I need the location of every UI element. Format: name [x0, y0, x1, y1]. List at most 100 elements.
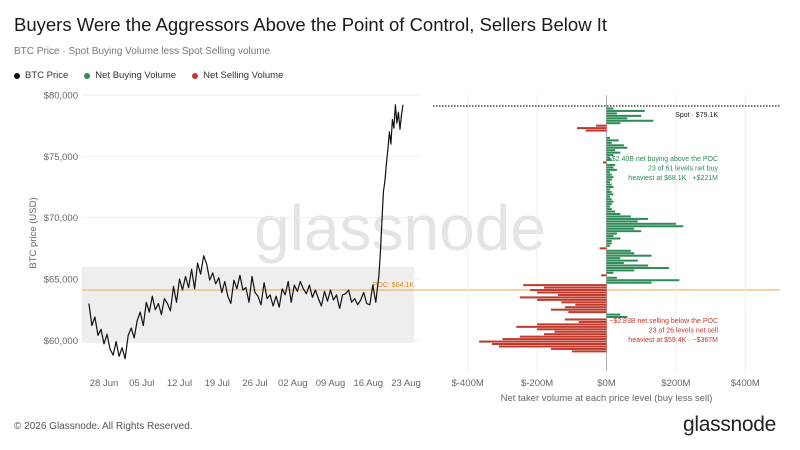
net-selling-bar — [585, 129, 607, 132]
net-selling-bar — [561, 301, 607, 304]
net-selling-bar — [603, 161, 607, 164]
legend-swatch-net-buying — [84, 72, 91, 79]
x-tick-label: 28 Jun — [90, 378, 119, 389]
net-buying-bar — [606, 149, 616, 152]
net-buying-bar — [606, 249, 631, 252]
net-buying-bar — [606, 239, 612, 242]
net-buying-bar — [606, 193, 614, 196]
net-buying-bar — [606, 159, 612, 162]
net-selling-bar — [601, 274, 607, 277]
net-buying-bar — [606, 242, 612, 245]
btc-price-line — [88, 104, 404, 360]
net-buying-bar — [606, 220, 638, 223]
buying-annotation-line: heaviest at $68.1K · +$221M — [628, 175, 718, 182]
net-buying-bar — [606, 281, 652, 284]
net-buying-bar — [606, 109, 645, 112]
selling-annotation-line: heaviest at $59.4K · −$367M — [628, 337, 718, 344]
net-buying-bar — [606, 117, 628, 120]
y-tick-label: $65,000 — [44, 275, 78, 286]
net-selling-bar — [537, 291, 607, 294]
watermark-text: glassnode — [254, 192, 546, 264]
net-buying-bar — [606, 183, 612, 186]
net-selling-bar — [564, 306, 607, 309]
net-buying-bar — [606, 188, 610, 191]
x-tick-label: 23 Aug — [391, 378, 421, 389]
net-buying-bar — [606, 269, 635, 272]
x-tick-label: 26 Jul — [242, 378, 267, 389]
net-buying-bar — [606, 163, 616, 166]
net-selling-bar — [491, 343, 607, 346]
net-selling-bar — [523, 284, 607, 287]
net-buying-bar — [606, 279, 680, 282]
x-tick-label: 05 Jul — [129, 378, 154, 389]
net-buying-bar — [606, 203, 612, 206]
net-selling-bar — [498, 345, 607, 348]
net-buying-bar — [606, 205, 610, 208]
net-buying-bar — [606, 232, 617, 235]
net-buying-bar — [606, 244, 610, 247]
net-buying-bar — [606, 316, 628, 319]
net-buying-bar — [606, 185, 614, 189]
net-buying-bar — [606, 176, 614, 179]
net-buying-bar — [606, 235, 614, 238]
net-selling-bar — [550, 347, 607, 350]
net-selling-bar — [544, 333, 607, 336]
legend-swatch-net-selling — [192, 72, 199, 79]
x-tick-label: 16 Aug — [353, 378, 383, 389]
net-selling-bar — [578, 320, 607, 323]
x-tick-label: $0M — [597, 378, 616, 389]
net-buying-bar — [606, 276, 617, 279]
net-buying-bar — [606, 212, 621, 215]
x-tick-label: $400M — [731, 378, 760, 389]
net-buying-bar — [606, 144, 624, 147]
net-buying-bar — [606, 222, 676, 225]
legend: BTC Price Net Buying Volume Net Selling … — [14, 70, 283, 81]
buying-annotation-line: +$2.40B net buying above the POC — [608, 156, 718, 163]
legend-item-net-selling[interactable]: Net Selling Volume — [192, 70, 283, 81]
y-tick-label: $75,000 — [44, 152, 78, 163]
poc-label: POC: $64.1K — [373, 282, 415, 289]
selling-annotation-line: −$2.83B net selling below the POC — [609, 318, 718, 325]
legend-label-btc-price: BTC Price — [25, 70, 69, 81]
net-selling-bar — [599, 247, 607, 250]
net-selling-bar — [519, 296, 607, 299]
legend-item-btc-price[interactable]: BTC Price — [14, 70, 68, 81]
net-buying-bar — [606, 107, 614, 110]
legend-item-net-buying[interactable]: Net Buying Volume — [84, 70, 176, 81]
net-selling-bar — [564, 318, 607, 321]
x-tick-label: 12 Jul — [167, 378, 192, 389]
net-buying-bar — [606, 195, 610, 198]
net-selling-bar — [577, 127, 607, 130]
net-selling-bar — [516, 325, 607, 328]
net-buying-bar — [606, 262, 624, 265]
copyright-footer: © 2026 Glassnode. All Rights Reserved. — [14, 421, 193, 432]
brand-logo-text: glassnode — [683, 413, 777, 436]
net-selling-bar — [537, 323, 607, 326]
x-tick-label: 02 Aug — [278, 378, 308, 389]
x-tick-label: $200M — [661, 378, 690, 389]
net-buying-bar — [606, 146, 628, 149]
net-selling-bar — [575, 303, 607, 306]
net-selling-bar — [502, 338, 607, 341]
net-buying-bar — [606, 112, 617, 115]
x-tick-label: 19 Jul — [205, 378, 230, 389]
net-buying-bar — [606, 200, 614, 203]
net-buying-bar — [606, 259, 638, 262]
y-tick-label: $70,000 — [44, 213, 78, 224]
selling-annotation-line: 23 of 26 levels net sell — [649, 328, 719, 335]
legend-swatch-btc-price — [14, 72, 20, 79]
net-selling-bar — [571, 350, 607, 353]
y-tick-label: $60,000 — [44, 336, 78, 347]
net-buying-bar — [606, 264, 649, 267]
net-buying-bar — [606, 156, 610, 159]
net-buying-bar — [606, 237, 621, 240]
net-buying-bar — [606, 178, 612, 181]
net-buying-bar — [606, 217, 649, 220]
net-selling-bar — [544, 286, 607, 289]
x-axis-title: Net taker volume at each price level (bu… — [501, 393, 713, 404]
net-buying-bar — [606, 313, 621, 316]
net-buying-bar — [606, 151, 621, 154]
legend-label-net-selling: Net Selling Volume — [203, 70, 284, 81]
chart-title: Buyers Were the Aggressors Above the Poi… — [14, 14, 607, 35]
